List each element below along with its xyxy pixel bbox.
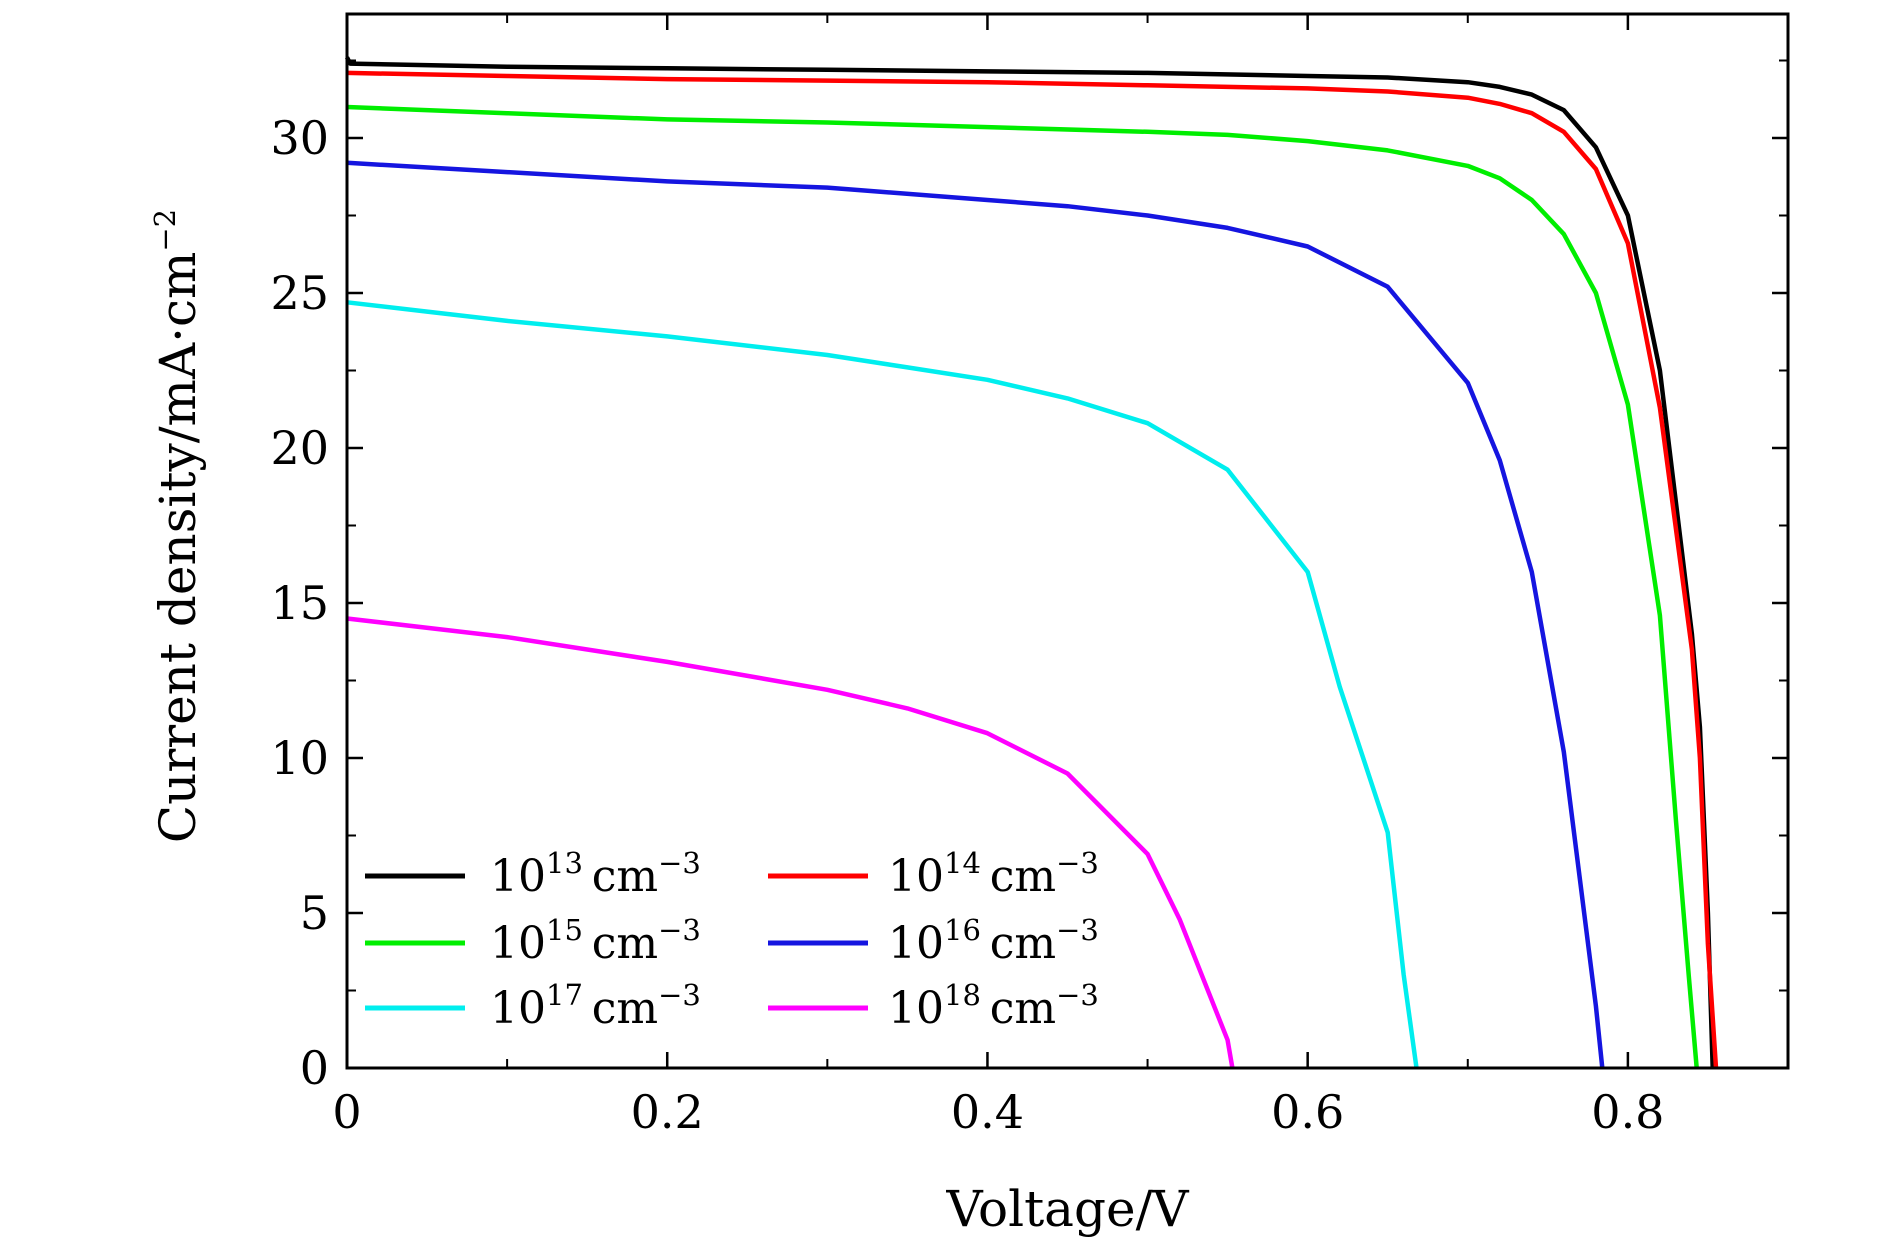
series-line-17 — [346, 300, 1419, 1069]
legend-label: 1015 cm−3 — [490, 913, 701, 969]
legend-item-15: 1015 cm−3 — [365, 913, 701, 969]
legend-unit: cm — [981, 851, 1056, 902]
legend-unit-exponent: −3 — [658, 978, 701, 1012]
legend-item-18: 1018 cm−3 — [768, 978, 1099, 1034]
legend-unit: cm — [981, 983, 1056, 1034]
series-line-13 — [345, 56, 1715, 1069]
legend-unit: cm — [583, 851, 658, 902]
x-tick-label: 0.6 — [1271, 1085, 1344, 1139]
y-axis-label-base: Current density/mA·cm — [149, 252, 207, 844]
legend-unit-exponent: −3 — [658, 846, 701, 880]
legend-item-13: 1013 cm−3 — [365, 846, 701, 902]
legend-exponent: 15 — [546, 913, 583, 947]
series-line-14 — [346, 70, 1719, 1069]
legend-exponent: 13 — [546, 846, 583, 880]
legend-item-14: 1014 cm−3 — [768, 846, 1099, 902]
legend-label: 1014 cm−3 — [888, 846, 1099, 902]
legend-item-16: 1016 cm−3 — [768, 913, 1099, 969]
legend-item-17: 1017 cm−3 — [365, 978, 701, 1034]
y-axis-label: Current density/mA·cm−2 — [148, 209, 207, 843]
legend-label: 1016 cm−3 — [888, 913, 1099, 969]
x-tick-label: 0.2 — [631, 1085, 704, 1139]
y-tick-label: 10 — [270, 731, 329, 785]
legend-unit: cm — [583, 983, 658, 1034]
legend-exponent: 18 — [944, 978, 981, 1012]
legend-exponent: 17 — [546, 978, 583, 1012]
legend-base: 10 — [490, 851, 546, 902]
y-tick-label: 0 — [300, 1041, 329, 1095]
series-line-15 — [346, 104, 1699, 1069]
x-tick-label: 0.8 — [1591, 1085, 1664, 1139]
y-tick-label: 5 — [300, 886, 329, 940]
y-tick-label: 30 — [270, 111, 329, 165]
x-axis-label: Voltage/V — [945, 1180, 1189, 1238]
plot-frame — [345, 12, 1790, 1070]
series-line-16 — [346, 160, 1605, 1069]
legend-label: 1017 cm−3 — [490, 978, 701, 1034]
legend-base: 10 — [490, 918, 546, 969]
legend-label: 1013 cm−3 — [490, 846, 701, 902]
x-tick-label: 0.4 — [951, 1085, 1024, 1139]
x-tick-label: 0 — [332, 1085, 361, 1139]
legend-base: 10 — [888, 851, 944, 902]
legend-unit-exponent: −3 — [658, 913, 701, 947]
y-tick-label: 20 — [270, 421, 329, 475]
series-line-18 — [346, 616, 1235, 1069]
legend-base: 10 — [490, 983, 546, 1034]
legend-base: 10 — [888, 918, 944, 969]
y-tick-label: 25 — [270, 266, 329, 320]
legend-unit-exponent: −3 — [1056, 846, 1099, 880]
legend-unit-exponent: −3 — [1056, 913, 1099, 947]
legend-exponent: 16 — [944, 913, 981, 947]
legend-unit-exponent: −3 — [1056, 978, 1099, 1012]
legend-base: 10 — [888, 983, 944, 1034]
series-layer — [345, 56, 1719, 1069]
legend-label: 1018 cm−3 — [888, 978, 1099, 1034]
legend-unit: cm — [583, 918, 658, 969]
legend-exponent: 14 — [944, 846, 981, 880]
legend-unit: cm — [981, 918, 1056, 969]
y-tick-label: 15 — [270, 576, 329, 630]
y-axis-label-exponent: −2 — [148, 209, 182, 252]
